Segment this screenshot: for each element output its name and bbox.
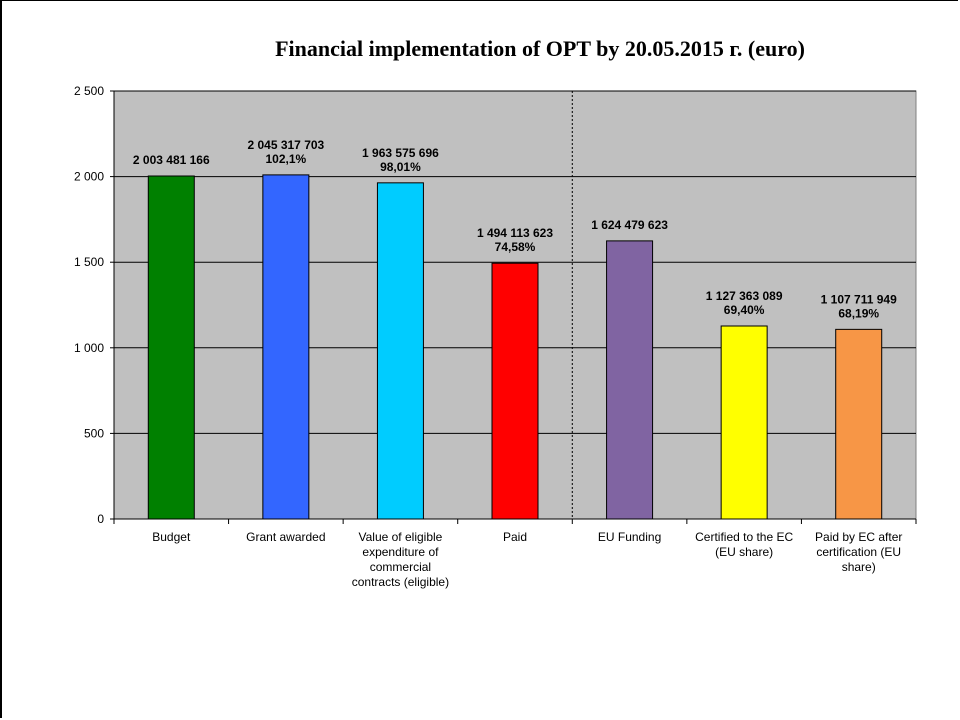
x-category-label: commercial	[370, 560, 431, 574]
data-label: 1 107 711 949	[821, 292, 897, 306]
data-label: 2 045 317 703	[247, 138, 324, 152]
data-label: 69,40%	[724, 303, 765, 317]
x-category-label: contracts (eligible)	[352, 575, 449, 589]
bar	[720, 325, 768, 520]
chart-title: Financial implementation of OPT by 20.05…	[275, 36, 805, 61]
data-label: 1 963 575 696	[362, 146, 439, 160]
x-category-label: certification (EU	[816, 545, 901, 559]
x-category-label: Grant awarded	[246, 530, 325, 544]
data-label: 102,1%	[266, 152, 307, 166]
data-label: 2 003 481 166	[133, 153, 210, 167]
bar	[606, 240, 654, 520]
x-category-label: Certified to the EC	[695, 530, 793, 544]
x-category-label: Paid	[503, 530, 527, 544]
y-tick-label: 500	[84, 426, 104, 440]
bars	[147, 174, 883, 520]
data-label: 1 127 363 089	[706, 289, 783, 303]
bar	[376, 182, 424, 520]
y-tick-label: 1 500	[74, 255, 104, 269]
data-label: 1 624 479 623	[591, 218, 668, 232]
x-category-label: Value of eligible	[359, 530, 443, 544]
data-label: 74,58%	[495, 240, 536, 254]
x-category-label: share)	[842, 560, 876, 574]
x-category-label: Budget	[152, 530, 191, 544]
data-label: 68,19%	[838, 306, 879, 320]
bar	[147, 175, 195, 520]
y-tick-label: 2 000	[74, 170, 104, 184]
y-tick-label: 2 500	[74, 84, 104, 98]
bar	[835, 328, 883, 520]
bar	[262, 174, 310, 520]
x-category-label: Paid by EC after	[815, 530, 902, 544]
data-label: 98,01%	[380, 160, 421, 174]
x-category-label: EU Funding	[598, 530, 661, 544]
y-tick-label: 1 000	[74, 341, 104, 355]
data-label: 1 494 113 623	[477, 226, 553, 240]
x-category-label: expenditure of	[362, 545, 439, 559]
x-category-label: (EU share)	[715, 545, 773, 559]
y-tick-label: 0	[97, 512, 104, 526]
bar	[491, 262, 539, 520]
axes: 0 500 1 000 1 500 2 000 2 500 Budget Grant awar…	[74, 84, 917, 589]
